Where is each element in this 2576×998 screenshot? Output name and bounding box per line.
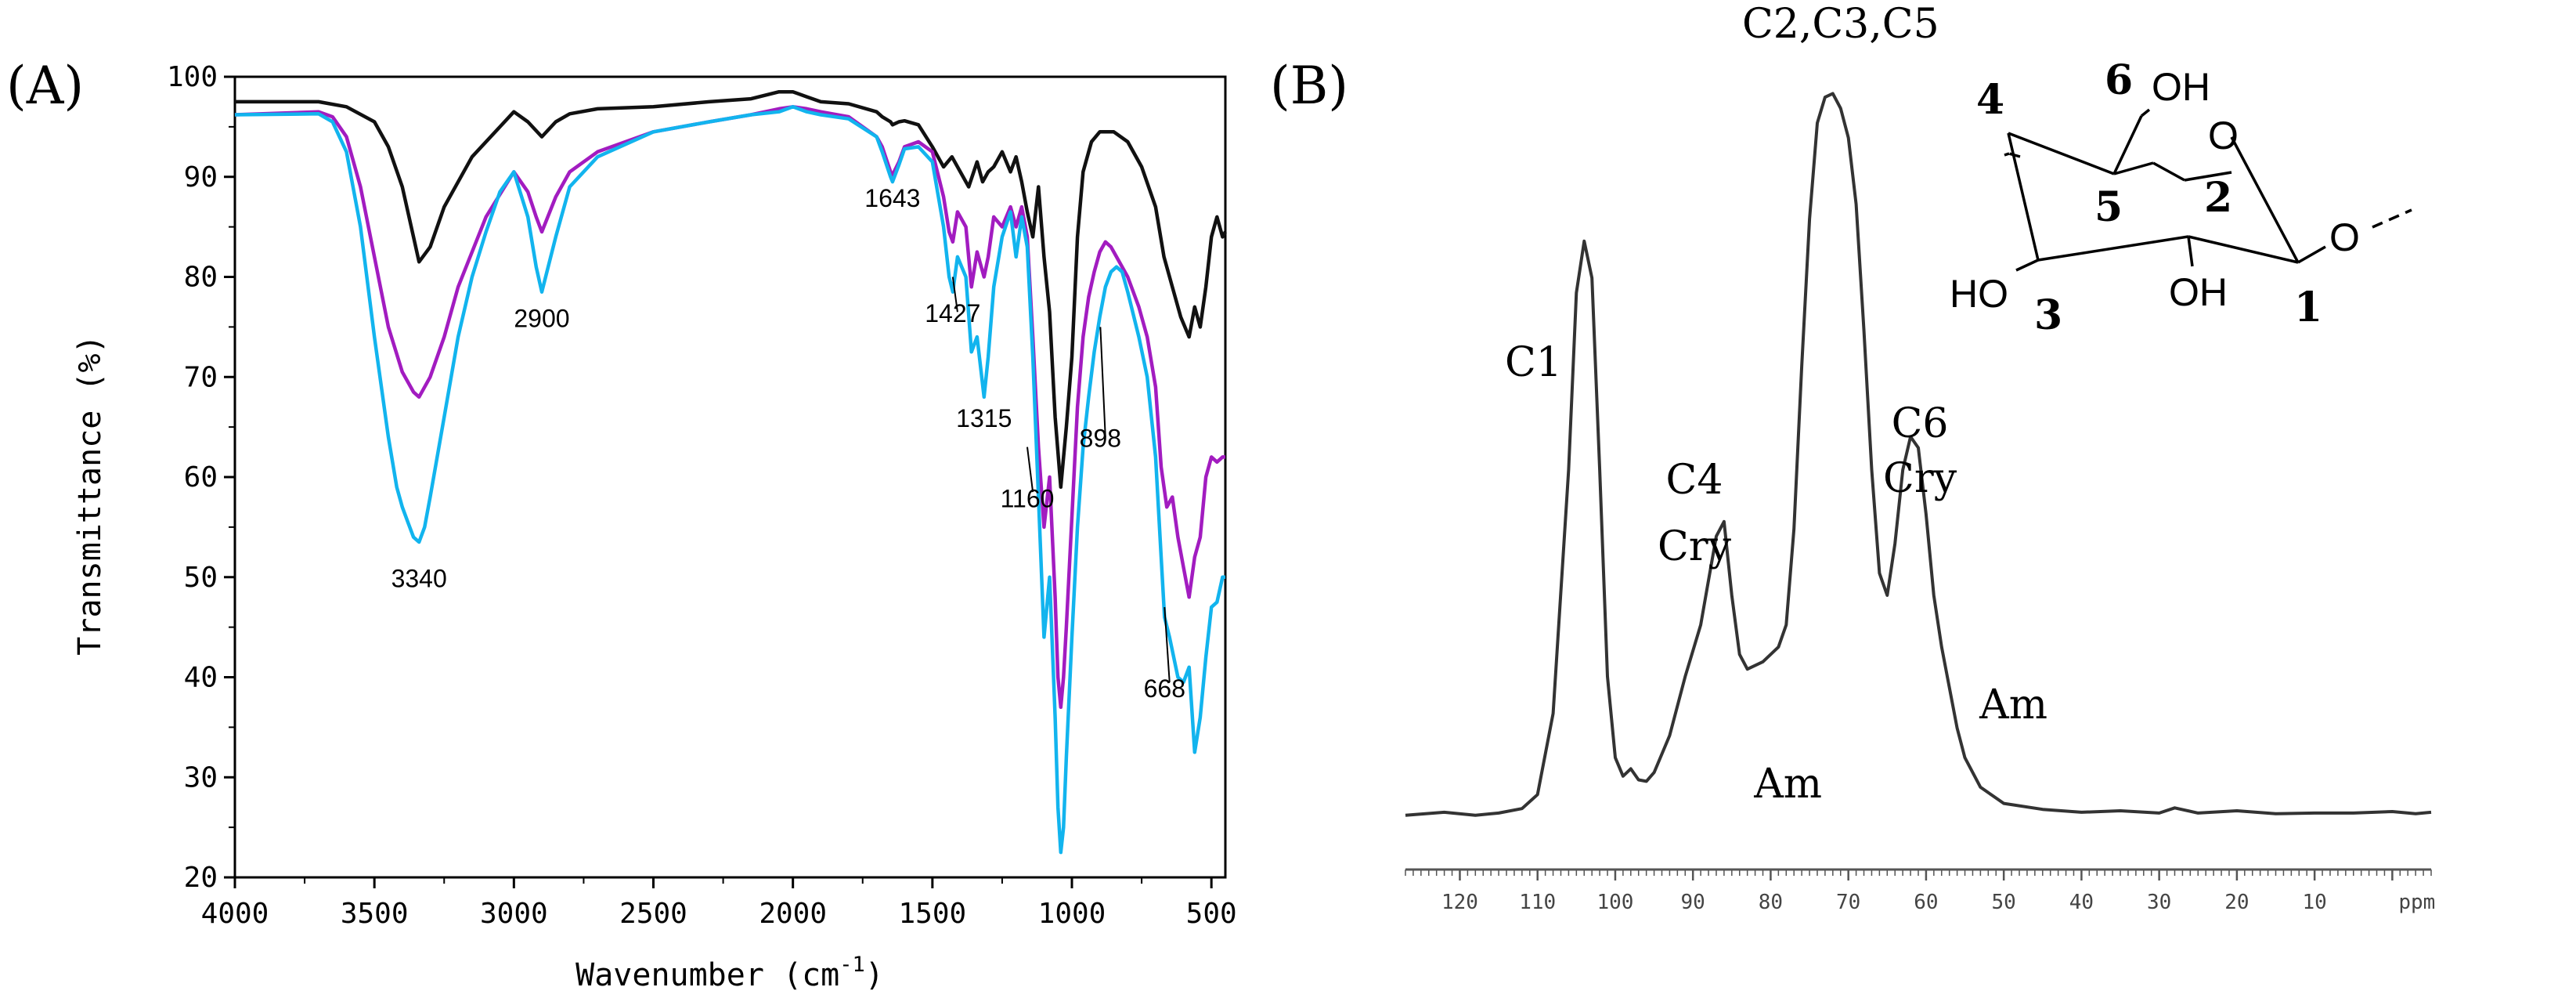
panel-a-peak-label: 3340 — [391, 565, 447, 593]
structure-bond-o-c1 — [2230, 136, 2300, 263]
panel-a-y-tick-label: 40 — [184, 662, 218, 694]
panel-a-annotation-leader — [1164, 607, 1171, 682]
panel-a-xlabel: Wavenumber (cm-1) — [575, 953, 884, 993]
panel-b: (B) 120 110 100 90 80 70 60 50 40 30 20 10 ppm C1 C4 Cr… — [1270, 1, 2435, 914]
structure-bond-c4-c3 — [2007, 132, 2040, 261]
panel-a-annotation-leader — [951, 277, 958, 313]
panel-b-axis-unit: ppm — [2398, 891, 2435, 914]
panel-b-x-tick-label: 40 — [2069, 891, 2094, 914]
panel-a-peak-label: 1643 — [864, 184, 920, 212]
structure-bond-c2-oh — [2187, 236, 2194, 267]
panel-a-label: (A) — [6, 56, 84, 116]
panel-b-x-tick-label: 10 — [2302, 891, 2326, 914]
structure-ho-left: HO — [1950, 272, 2008, 316]
panel-b-label: (B) — [1270, 56, 1348, 116]
panel-b-peak-label: C2,C3,C5 — [1742, 1, 1939, 48]
panel-a-x-tick-label: 3500 — [341, 898, 409, 930]
panel-a-annotation-leader — [1026, 447, 1034, 493]
panel-a-y-tick-label: 50 — [184, 562, 218, 594]
panel-b-x-tick-label: 60 — [1914, 891, 1938, 914]
cellulose-structure — [2004, 108, 2412, 272]
structure-num-5: 5 — [2094, 183, 2123, 231]
structure-bond-c5-c6 — [2112, 115, 2143, 175]
panel-a-y-tick-label: 70 — [184, 361, 218, 393]
panel-a-y-tick-label: 90 — [184, 161, 218, 193]
panel-a-xlabel-sup: -1 — [839, 953, 865, 977]
panel-a-x-tick-label: 1000 — [1038, 898, 1106, 930]
panel-a: (A) 4000 3500 3000 2500 2000 1500 1000 50020304… — [6, 56, 1237, 993]
panel-b-peak-label: C4 — [1666, 457, 1723, 504]
structure-num-3: 3 — [2034, 291, 2062, 339]
panel-b-plot: 120 110 100 90 80 70 60 50 40 30 20 10 ppm C1 C4 Cry Am C… — [1405, 1, 2435, 914]
structure-bond-right-glyco — [2372, 208, 2412, 229]
panel-a-y-tick-label: 100 — [167, 61, 218, 93]
structure-oh-bottom: OH — [2169, 270, 2228, 314]
structure-ring-o: O — [2208, 114, 2239, 157]
structure-bond-ring-upper — [2184, 171, 2232, 182]
panel-a-x-tick-label: 2500 — [619, 898, 687, 930]
panel-a-y-tick-label: 20 — [184, 862, 218, 894]
panel-a-peak-label: 1427 — [925, 299, 980, 327]
panel-b-x-tick-label: 80 — [1759, 891, 1783, 914]
panel-a-x-tick-label: 500 — [1186, 898, 1237, 930]
panel-b-peak-label: Am — [1979, 682, 2047, 729]
panel-a-y-tick-label: 60 — [184, 461, 218, 494]
structure-num-4: 4 — [1976, 76, 2004, 124]
panel-a-x-tick-label: 4000 — [201, 898, 269, 930]
panel-a-series-black — [235, 89, 1227, 490]
panel-b-x-tick-label: 50 — [1992, 891, 2016, 914]
structure-bond-ring-mid — [2152, 161, 2185, 182]
panel-b-x-tick-label: 90 — [1681, 891, 1705, 914]
structure-bond-c4-c5 — [2008, 132, 2115, 175]
panel-b-peak-label: Cry — [1883, 455, 1957, 502]
panel-b-x-tick-label: 20 — [2224, 891, 2249, 914]
panel-b-peak-label: C1 — [1505, 339, 1562, 386]
panel-a-x-tick-label: 3000 — [480, 898, 548, 930]
panel-a-x-tick-label: 1500 — [898, 898, 966, 930]
panel-a-x-tick-label: 2000 — [759, 898, 827, 930]
structure-num-2: 2 — [2204, 174, 2232, 222]
structure-bond-c3-oh — [2015, 259, 2039, 272]
panel-a-peak-label: 668 — [1144, 674, 1185, 703]
structure-bond-c6-o — [2140, 108, 2151, 118]
structure-glyco-o: O — [2329, 215, 2360, 259]
panel-a-xlabel-close: ) — [865, 957, 884, 993]
panel-b-x-tick-label: 110 — [1519, 891, 1556, 914]
structure-bond-c1-o — [2297, 245, 2326, 264]
panel-b-x-tick-label: 70 — [1836, 891, 1860, 914]
structure-oh-top: OH — [2152, 65, 2210, 109]
panel-a-y-tick-label: 30 — [184, 761, 218, 794]
panel-a-ylabel: Transmittance (%) — [72, 334, 108, 655]
structure-bond-left-dash-end — [2004, 152, 2010, 157]
panel-a-series-cyan — [234, 105, 1225, 855]
structure-bond-c5-o — [2113, 161, 2154, 175]
structure-bond-c2-c1 — [2188, 235, 2299, 264]
panel-b-x-tick-label: 120 — [1441, 891, 1478, 914]
panel-b-peak-label: C6 — [1892, 400, 1949, 447]
panel-b-x-tick-label: 30 — [2147, 891, 2171, 914]
panel-a-plot: 4000 3500 3000 2500 2000 1500 1000 500 20 30 40 50 6… — [167, 61, 1237, 930]
panel-a-series-purple — [234, 105, 1225, 710]
structure-bond-c3-c2 — [2037, 235, 2189, 262]
panel-a-annotation-leader — [1099, 327, 1106, 437]
panel-b-series-nmr — [1405, 92, 2432, 817]
panel-a-peak-label: 1160 — [1001, 484, 1055, 512]
panel-b-peak-label: Cry — [1658, 523, 1732, 570]
panel-a-y-tick-label: 80 — [184, 262, 218, 294]
panel-a-peak-label: 1315 — [956, 404, 1012, 432]
panel-a-peak-label: 2900 — [514, 304, 569, 332]
structure-num-1: 1 — [2294, 284, 2322, 331]
panel-b-peak-label: Am — [1753, 761, 1822, 808]
panel-a-peak-label: 898 — [1080, 425, 1121, 453]
panel-a-xlabel-main: Wavenumber (cm — [575, 957, 839, 993]
structure-num-6: 6 — [2105, 56, 2133, 104]
panel-b-x-tick-label: 100 — [1596, 891, 1633, 914]
